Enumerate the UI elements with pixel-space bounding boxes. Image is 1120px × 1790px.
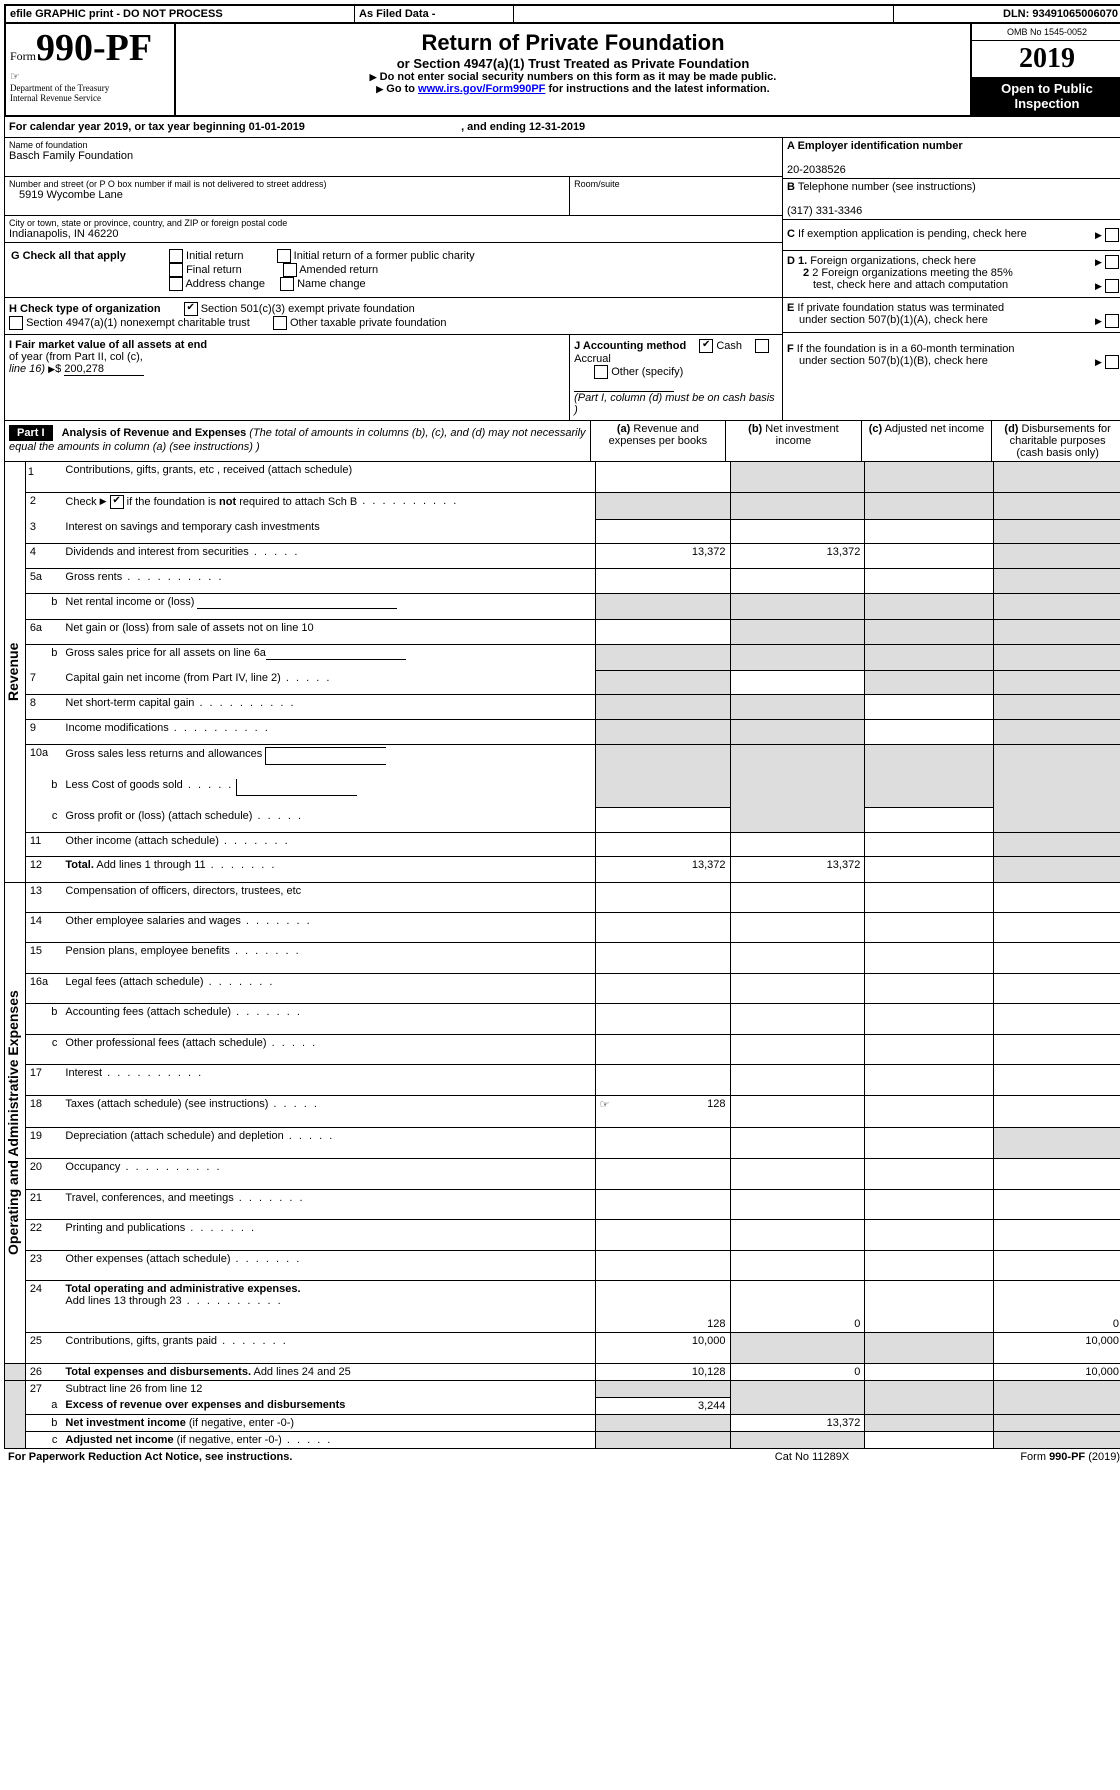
form-subtitle: or Section 4947(a)(1) Trust Treated as P… <box>182 56 964 71</box>
attachment-icon[interactable]: ☞ <box>600 1098 610 1111</box>
col-a: (a) Revenue and expenses per books <box>590 421 725 462</box>
j-accrual-checkbox[interactable] <box>755 339 769 353</box>
j-cash-checkbox[interactable]: ✔ <box>699 339 713 353</box>
phone-label: B B Telephone number (see instructions)T… <box>787 181 1119 193</box>
dln: DLN: 93491065006070 <box>894 5 1120 23</box>
g-amended-checkbox[interactable] <box>283 263 297 277</box>
e-label: E If private foundation status was termi… <box>787 302 1119 326</box>
city-label: City or town, state or province, country… <box>9 218 778 228</box>
form-header: Form990-PF ☞ Department of the Treasury … <box>4 24 1120 117</box>
j-section: J Accounting method ✔ Cash Accrual Other… <box>570 335 782 421</box>
c-label: C If exemption application is pending, c… <box>787 228 1027 240</box>
g-initial-checkbox[interactable] <box>169 249 183 263</box>
as-filed: As Filed Data - <box>355 5 514 23</box>
f-checkbox[interactable] <box>1105 355 1119 369</box>
phone: (317) 331-3346 <box>787 205 1119 217</box>
entity-section: Name of foundation Basch Family Foundati… <box>4 138 1120 421</box>
i-section: I Fair market value of all assets at end… <box>5 335 570 421</box>
page-footer: For Paperwork Reduction Act Notice, see … <box>4 1449 1120 1465</box>
ein-label: A Employer identification number <box>787 140 1119 152</box>
room-label: Room/suite <box>570 177 782 216</box>
g-name-checkbox[interactable] <box>280 277 294 291</box>
col-b: (b) Net investment income <box>726 421 862 462</box>
warn2: Go to www.irs.gov/Form990PF for instruct… <box>182 83 964 95</box>
efile-notice: efile GRAPHIC print - DO NOT PROCESS <box>5 5 355 23</box>
row-text: Check ✔ if the foundation is not require… <box>61 492 595 519</box>
addr: 5919 Wycombe Lane <box>9 189 565 201</box>
open-inspection: Open to Public Inspection <box>972 77 1120 115</box>
ein: 20-2038526 <box>787 164 1119 176</box>
h-4947-checkbox[interactable] <box>9 316 23 330</box>
city: Indianapolis, IN 46220 <box>9 228 778 240</box>
expenses-label: Operating and Administrative Expenses <box>5 883 21 1363</box>
instructions-link[interactable]: www.irs.gov/Form990PF <box>418 83 545 95</box>
pointer-icon: ☞ <box>10 70 170 83</box>
footer-form: Form 990-PF (2019) <box>916 1449 1120 1465</box>
dept: Department of the Treasury <box>10 83 170 93</box>
e-checkbox[interactable] <box>1105 314 1119 328</box>
part1-label: Part I <box>9 425 53 441</box>
g-label: G Check all that apply <box>11 250 126 262</box>
footer-left: For Paperwork Reduction Act Notice, see … <box>4 1449 708 1465</box>
d2-label: 2 2 Foreign organizations meeting the 85… <box>787 267 1119 291</box>
h-501c3-checkbox[interactable]: ✔ <box>184 302 198 316</box>
part1-header: Part I Analysis of Revenue and Expenses … <box>4 421 1120 462</box>
name-label: Name of foundation <box>9 140 778 150</box>
warn1: Do not enter social security numbers on … <box>182 71 964 83</box>
row-text: Contributions, gifts, grants, etc , rece… <box>61 462 595 492</box>
foundation-name: Basch Family Foundation <box>9 150 778 162</box>
part1-table: Revenue 1 Contributions, gifts, grants, … <box>4 462 1120 1449</box>
calendar-year: For calendar year 2019, or tax year begi… <box>4 117 1120 138</box>
f-label: F If the foundation is in a 60-month ter… <box>787 343 1119 367</box>
top-bar: efile GRAPHIC print - DO NOT PROCESS As … <box>4 4 1120 24</box>
irs: Internal Revenue Service <box>10 93 170 103</box>
g-final-checkbox[interactable] <box>169 263 183 277</box>
col-c: (c) Adjusted net income <box>861 421 991 462</box>
form-title: Return of Private Foundation <box>182 30 964 56</box>
d1-checkbox[interactable] <box>1105 255 1119 269</box>
tax-year: 2019 <box>972 41 1120 77</box>
h-label: H Check type of organization <box>9 303 161 315</box>
footer-cat: Cat No 11289X <box>708 1449 916 1465</box>
j-other-checkbox[interactable] <box>594 365 608 379</box>
c-checkbox[interactable] <box>1105 228 1119 242</box>
row-num: 1 <box>25 462 61 492</box>
col-d: (d) Disbursements for charitable purpose… <box>992 421 1120 462</box>
h-other-checkbox[interactable] <box>273 316 287 330</box>
schb-checkbox[interactable]: ✔ <box>110 495 124 509</box>
revenue-label: Revenue <box>5 462 21 882</box>
form-number: Form990-PF <box>10 26 170 70</box>
g-former-checkbox[interactable] <box>277 249 291 263</box>
g-address-checkbox[interactable] <box>169 277 183 291</box>
d1-label: D 1. Foreign organizations, check here <box>787 255 1119 267</box>
addr-label: Number and street (or P O box number if … <box>9 179 565 189</box>
omb: OMB No 1545-0052 <box>972 24 1120 41</box>
d2-checkbox[interactable] <box>1105 279 1119 293</box>
